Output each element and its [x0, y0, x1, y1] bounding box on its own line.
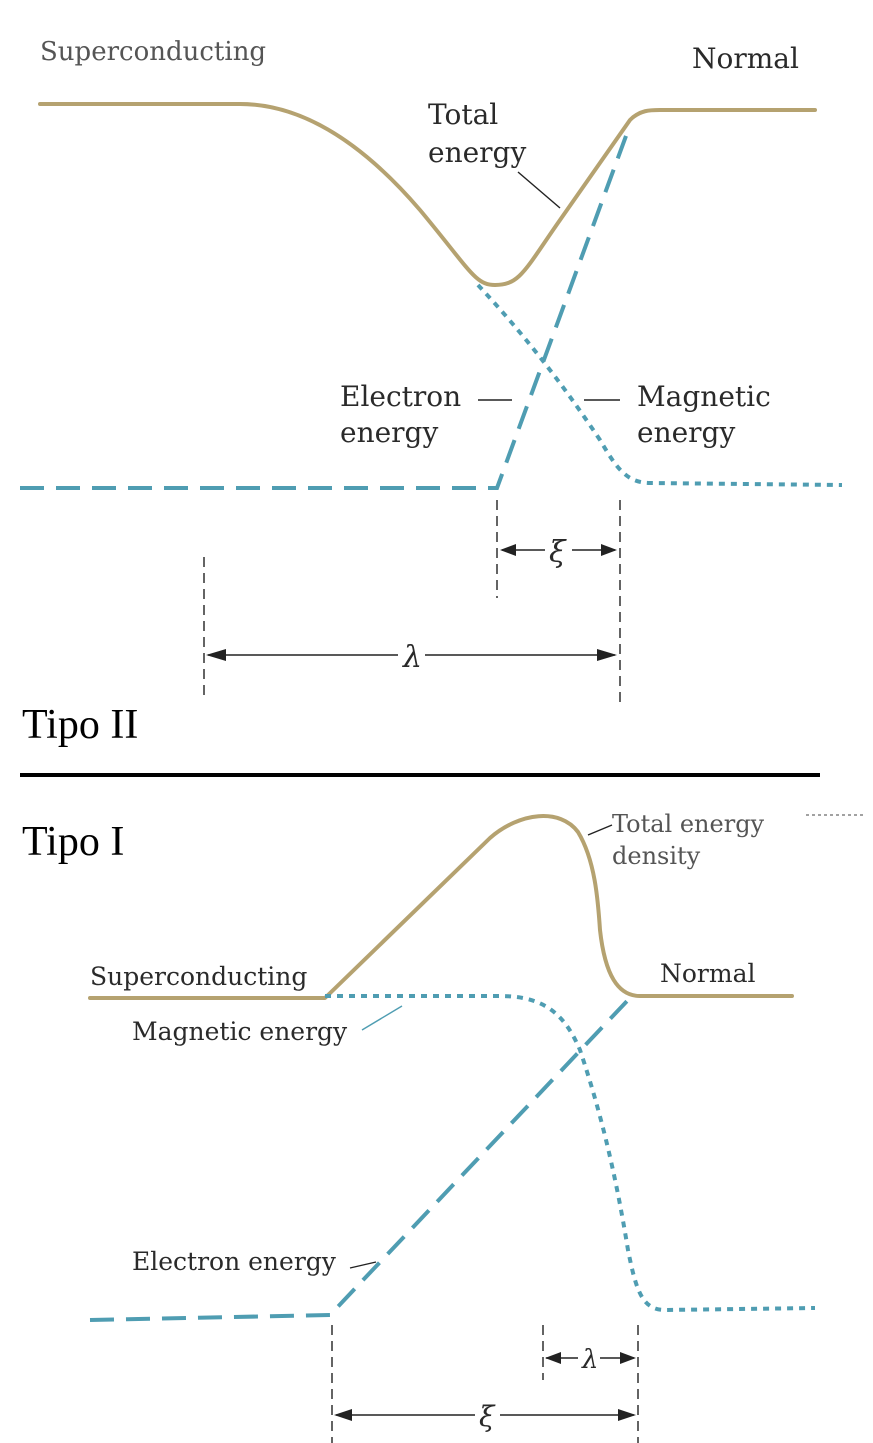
type1-xi-dimension: ξ	[334, 1400, 636, 1433]
type1-magnetic-energy-leader	[362, 1006, 402, 1030]
type1-section-title: Tipo I	[22, 819, 124, 865]
type1-total-energy-leader	[588, 825, 612, 835]
type2-section-title: Tipo II	[22, 702, 138, 748]
type2-xi-symbol: ξ	[549, 535, 567, 570]
type1-electron-energy-leader	[350, 1262, 376, 1268]
type2-electron-energy-curve	[20, 125, 630, 488]
type1-diagram: Tipo I Total energy density Superconduct…	[22, 810, 866, 1443]
type2-electron-energy-label-line2: energy	[340, 416, 438, 449]
type2-total-energy-curve	[40, 104, 815, 285]
type2-total-energy-label-line2: energy	[428, 136, 526, 169]
type1-superconducting-label: Superconducting	[90, 962, 307, 991]
type1-total-energy-label-line2: density	[612, 842, 701, 870]
type2-total-energy-leader	[518, 172, 560, 208]
type1-lambda-dimension: λ	[545, 1345, 636, 1375]
type1-normal-label: Normal	[660, 959, 755, 988]
type1-magnetic-energy-label: Magnetic energy	[132, 1017, 348, 1046]
type2-normal-label: Normal	[692, 42, 799, 75]
type1-lambda-symbol: λ	[581, 1345, 598, 1375]
type2-magnetic-energy-label-line2: energy	[637, 416, 735, 449]
type1-xi-symbol: ξ	[479, 1400, 496, 1433]
type2-superconducting-label: Superconducting	[40, 37, 266, 67]
type2-total-energy-label-line1: Total	[428, 98, 498, 131]
type2-lambda-symbol: λ	[402, 640, 422, 675]
type2-electron-energy-label-line1: Electron	[340, 380, 461, 413]
type2-lambda-dimension: λ	[206, 640, 617, 675]
type1-electron-energy-label: Electron energy	[132, 1247, 337, 1276]
type1-magnetic-energy-curve	[325, 996, 815, 1310]
type2-magnetic-energy-label-line1: Magnetic	[637, 380, 771, 413]
type2-diagram: Superconducting Normal Total energy Elec…	[20, 37, 842, 748]
type1-total-energy-label-line1: Total energy	[612, 810, 765, 838]
type2-xi-dimension: ξ	[500, 535, 617, 570]
